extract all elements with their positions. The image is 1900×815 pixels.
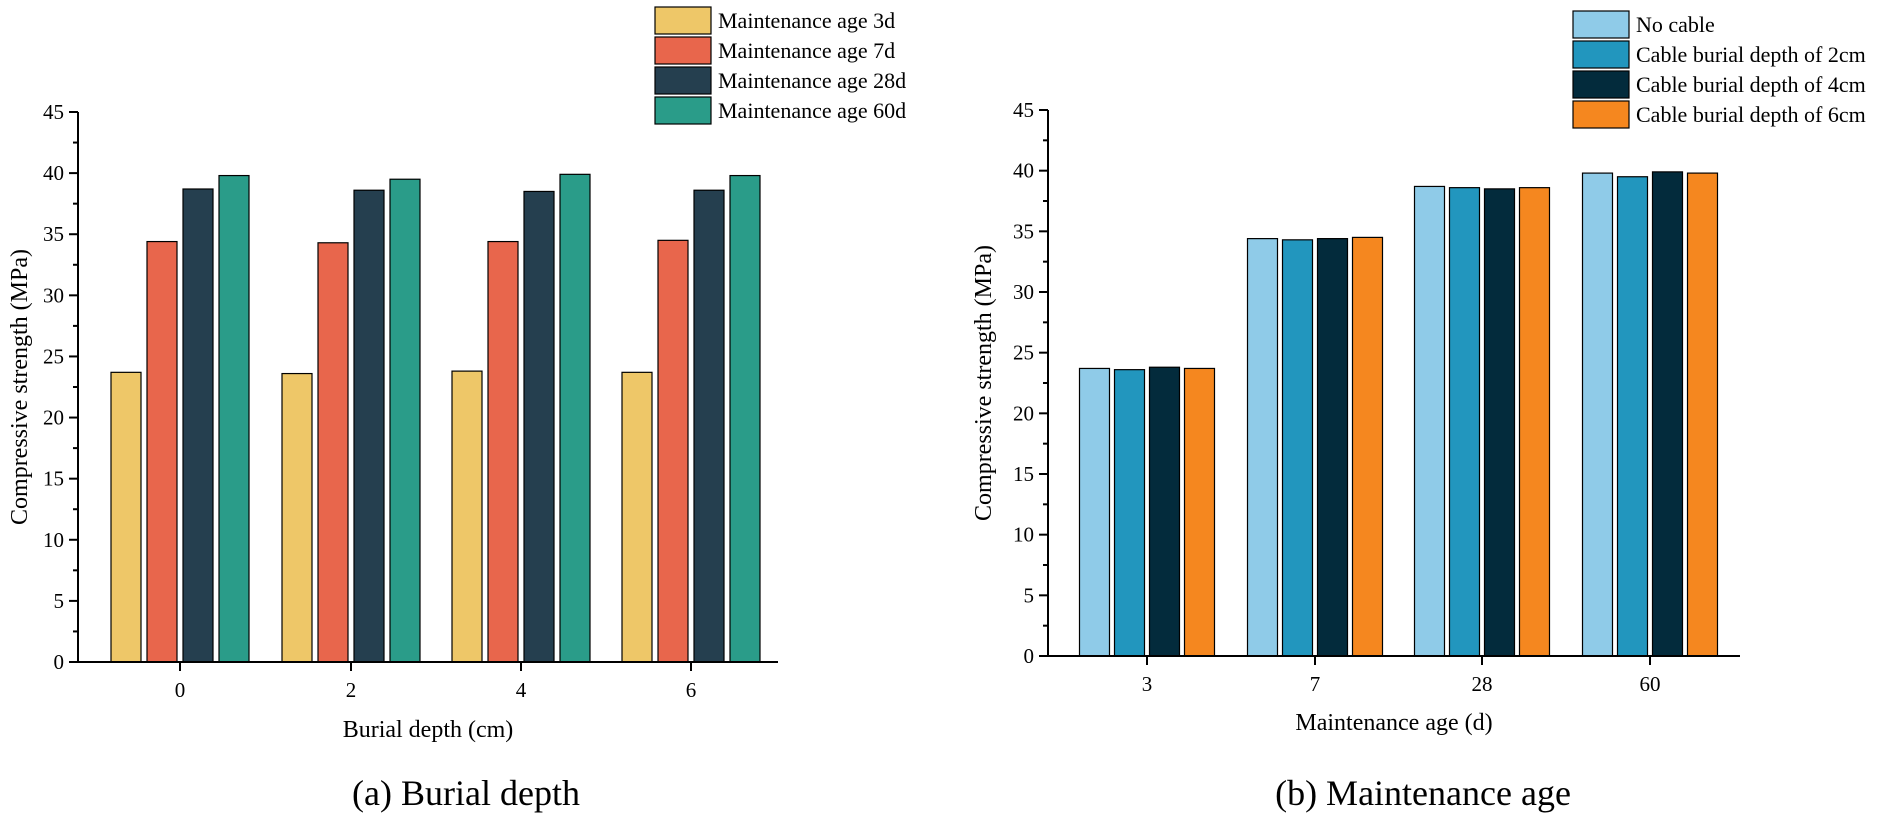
chart-b-y-axis-title: Compressive strength (MPa) (971, 245, 997, 521)
chart-a-bar-series4-cat-0 (218, 174, 250, 663)
chart-b-bar-series3-cat-3 (1148, 366, 1181, 657)
chart-b-xtick-label: 3 (1142, 672, 1153, 696)
chart-a-burial-depth: 0 5 10 15 20 25 30 35 40 45 0 2 4 6 Burial depth (cm) C… (7, 6, 906, 813)
chart-a-caption: (a) Burial depth (352, 773, 580, 813)
chart-a-legend-swatch-3 (654, 66, 712, 95)
chart-a-bar-series3-cat-2 (353, 189, 385, 663)
chart-a-bar-series4-cat-4 (559, 173, 591, 663)
chart-a-ytick-label: 20 (43, 406, 64, 430)
chart-b-legend-label-4: Cable burial depth of 6cm (1636, 102, 1866, 127)
chart-a-ytick-label: 40 (43, 161, 64, 185)
chart-b-caption: (b) Maintenance age (1275, 773, 1571, 813)
chart-a-legend-label-4: Maintenance age 60d (718, 98, 906, 123)
chart-b-bar-series4-cat-3 (1183, 367, 1216, 657)
chart-b-legend-swatch-3 (1572, 70, 1630, 99)
chart-b-ytick-label: 35 (1013, 219, 1034, 243)
chart-a-xtick-label: 2 (346, 678, 357, 702)
chart-a-bar-series2-cat-4 (487, 240, 519, 663)
chart-b-bar-series2-cat-3 (1113, 369, 1146, 657)
chart-b-bar-series2-cat-60 (1616, 176, 1649, 657)
chart-b-ytick-label: 5 (1024, 583, 1035, 607)
chart-a-ytick-label: 0 (54, 650, 65, 674)
chart-a-ytick-label: 45 (43, 100, 64, 124)
chart-b-bar-series4-cat-60 (1686, 172, 1719, 657)
chart-a-bar-series4-cat-2 (389, 178, 421, 663)
chart-a-bar-series1-cat-6 (621, 371, 653, 663)
chart-b-xtick-label: 28 (1472, 672, 1493, 696)
chart-b-legend-label-3: Cable burial depth of 4cm (1636, 72, 1866, 97)
chart-a-bar-series3-cat-4 (523, 190, 555, 663)
chart-a-xtick-label: 6 (686, 678, 697, 702)
chart-a-ytick-label: 25 (43, 344, 64, 368)
chart-a-xtick-label: 0 (175, 678, 186, 702)
chart-b-legend-swatch-1 (1572, 10, 1630, 39)
chart-b-maintenance-age: 0 5 10 15 20 25 30 35 40 45 3 7 28 60 Maintenance age … (971, 10, 1866, 813)
chart-a-bar-series2-cat-2 (317, 242, 349, 663)
chart-b-bar-series1-cat-3 (1078, 367, 1111, 657)
chart-a-bar-series2-cat-6 (657, 239, 689, 663)
chart-b-ytick-label: 45 (1013, 98, 1034, 122)
chart-b-ytick-label: 30 (1013, 280, 1034, 304)
chart-b-bar-series1-cat-60 (1581, 172, 1614, 657)
chart-b-x-axis-title: Maintenance age (d) (1295, 710, 1492, 736)
chart-a-xtick-label: 4 (516, 678, 527, 702)
chart-b-ytick-label: 20 (1013, 401, 1034, 425)
chart-a-legend-label-2: Maintenance age 7d (718, 38, 895, 63)
chart-a-legend-label-1: Maintenance age 3d (718, 8, 895, 33)
chart-b-bar-series3-cat-60 (1651, 171, 1684, 657)
chart-b-ytick-label: 25 (1013, 341, 1034, 365)
chart-a-bar-series1-cat-4 (451, 370, 483, 663)
chart-a-ytick-label: 10 (43, 528, 64, 552)
chart-b-bar-series4-cat-28 (1518, 187, 1551, 657)
chart-a-bar-series2-cat-0 (146, 240, 178, 663)
chart-a-x-axis-title: Burial depth (cm) (343, 717, 514, 743)
chart-a-bar-series4-cat-6 (729, 174, 761, 663)
chart-a-bar-series1-cat-0 (110, 371, 142, 663)
chart-a-legend-swatch-2 (654, 36, 712, 65)
chart-b-legend-label-1: No cable (1636, 12, 1715, 37)
chart-a-y-axis-title: Compressive strength (MPa) (7, 249, 33, 525)
chart-b-bar-series1-cat-28 (1413, 185, 1446, 657)
chart-a-legend-label-3: Maintenance age 28d (718, 68, 906, 93)
chart-a-bar-series3-cat-0 (182, 188, 214, 663)
chart-b-ytick-label: 0 (1024, 644, 1035, 668)
chart-a-legend-swatch-1 (654, 6, 712, 35)
chart-b-xtick-label: 7 (1310, 672, 1321, 696)
chart-b-ytick-label: 15 (1013, 462, 1034, 486)
chart-a-bar-series3-cat-6 (693, 189, 725, 663)
chart-b-legend-swatch-2 (1572, 40, 1630, 69)
chart-b-ytick-label: 10 (1013, 523, 1034, 547)
chart-b-legend-swatch-4 (1572, 100, 1630, 129)
chart-b-bar-series4-cat-7 (1351, 236, 1384, 657)
chart-a-ytick-label: 5 (54, 589, 65, 613)
chart-a-ytick-label: 35 (43, 222, 64, 246)
chart-b-ytick-label: 40 (1013, 159, 1034, 183)
chart-b-xtick-label: 60 (1640, 672, 1661, 696)
chart-b-bar-series3-cat-7 (1316, 238, 1349, 657)
chart-b-legend-label-2: Cable burial depth of 2cm (1636, 42, 1866, 67)
chart-b-bar-series2-cat-28 (1448, 187, 1481, 657)
chart-a-legend-swatch-4 (654, 96, 712, 125)
chart-b-bar-series1-cat-7 (1246, 238, 1279, 657)
chart-b-bar-series2-cat-7 (1281, 239, 1314, 657)
chart-b-bar-series3-cat-28 (1483, 188, 1516, 657)
chart-a-ytick-label: 15 (43, 467, 64, 491)
chart-a-bar-series1-cat-2 (281, 372, 313, 663)
chart-a-ytick-label: 30 (43, 283, 64, 307)
